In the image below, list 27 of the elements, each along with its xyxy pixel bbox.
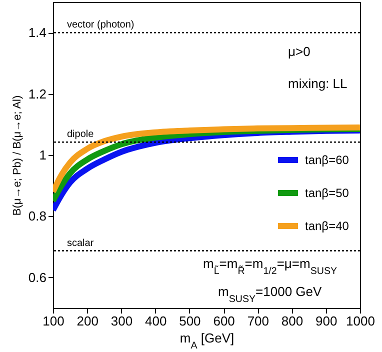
- y-tick-label: 1.2: [28, 86, 46, 102]
- x-tick-label: 900: [316, 314, 338, 328]
- x-tick-label: 800: [281, 314, 304, 328]
- annotation: mixing: LL: [288, 76, 348, 91]
- x-tick-label: 700: [247, 314, 270, 328]
- y-tick-label: 0.6: [28, 270, 46, 285]
- ref-line-label: scalar: [67, 238, 94, 249]
- x-tick-label: 500: [179, 314, 201, 328]
- legend-label: tanβ=50: [305, 186, 350, 200]
- y-tick-label: 1: [39, 148, 46, 162]
- legend-label: tanβ=40: [305, 219, 350, 233]
- x-tick-label: 600: [213, 314, 235, 328]
- annotation: m$_{L̃}$=m$_{R̃}$=m$_{1/2}$=μ=m$_{SUSY}$: [203, 256, 338, 276]
- x-tick-label: 1000: [346, 314, 375, 328]
- x-tick-label: 100: [42, 314, 64, 328]
- x-tick-label: 400: [144, 314, 167, 328]
- x-tick-label: 300: [110, 314, 133, 328]
- ref-line-label: vector (photon): [67, 20, 134, 31]
- x-tick-label: 200: [76, 314, 98, 328]
- x-axis-title: m$_{A}$ [GeV]: [180, 330, 234, 351]
- annotation: m$_{SUSY}$=1000 GeV: [218, 284, 322, 304]
- ref-line-label: dipole: [67, 129, 94, 140]
- legend-label: tanβ=60: [305, 153, 350, 167]
- y-tick-label: 1.4: [28, 25, 46, 40]
- y-tick-label: 0.8: [28, 208, 46, 224]
- y-axis-title: B(μ→e; Pb) / B(μ→e; Al): [11, 95, 24, 216]
- annotation: μ>0: [288, 44, 310, 59]
